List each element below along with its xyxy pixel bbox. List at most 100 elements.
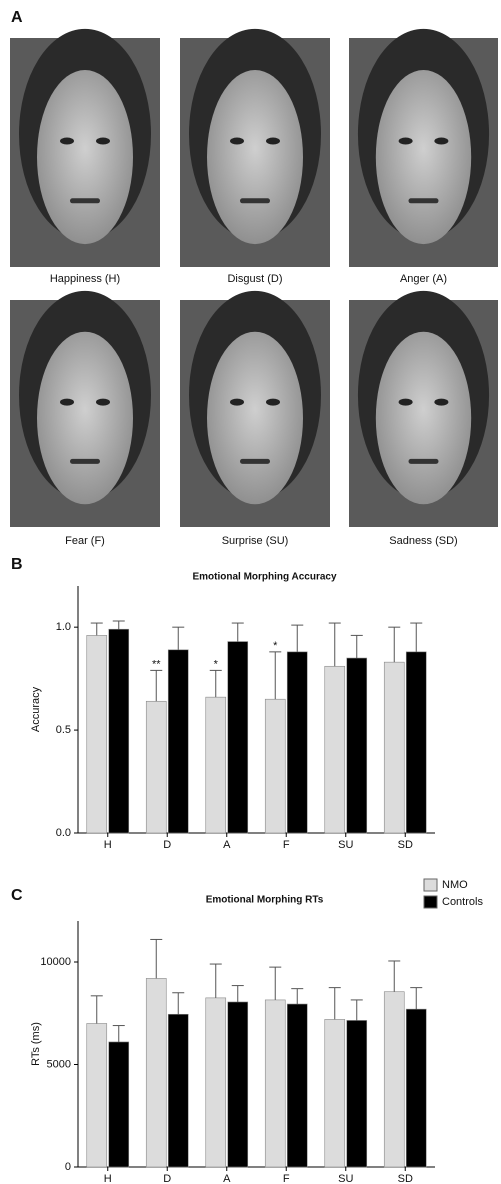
error-bar	[150, 670, 162, 701]
error-bar	[410, 988, 422, 1010]
photo-caption: Disgust (D)	[227, 273, 282, 285]
mouth	[70, 198, 100, 203]
eye	[266, 399, 280, 406]
eye	[434, 399, 448, 406]
mouth	[409, 198, 439, 203]
error-bar	[410, 623, 422, 652]
x-tick-label: A	[223, 1173, 231, 1184]
bar	[206, 998, 226, 1167]
bar	[347, 658, 367, 833]
face	[376, 70, 471, 244]
photo-caption: Fear (F)	[65, 535, 105, 547]
error-bar	[232, 986, 244, 1002]
y-tick-label: 0	[65, 1161, 71, 1173]
error-bar	[351, 635, 363, 658]
error-bar	[351, 1000, 363, 1021]
error-bar	[172, 627, 184, 650]
eye	[230, 399, 244, 406]
chart-title: Emotional Morphing Accuracy	[192, 572, 337, 583]
error-bar	[269, 652, 281, 699]
y-tick-label: 10000	[40, 956, 71, 968]
error-bar	[269, 967, 281, 1000]
error-bar	[388, 961, 400, 992]
x-tick-label: D	[163, 839, 171, 851]
mouth	[240, 198, 270, 203]
significance: **	[152, 658, 161, 670]
legend-swatch	[424, 879, 437, 891]
x-tick-label: SD	[398, 839, 413, 851]
x-tick-label: H	[104, 1173, 112, 1184]
mouth	[240, 459, 270, 464]
eye	[266, 138, 280, 145]
y-tick-label: 5000	[47, 1058, 71, 1070]
error-bar	[291, 625, 303, 652]
photo-caption: Surprise (SU)	[222, 535, 289, 547]
eye	[96, 399, 110, 406]
eye	[434, 138, 448, 145]
bar	[287, 652, 307, 833]
eye	[399, 399, 413, 406]
error-bar	[150, 939, 162, 978]
bar	[109, 1042, 129, 1167]
bar	[384, 992, 404, 1167]
legend-label: NMO	[442, 879, 468, 891]
bar	[406, 1009, 426, 1167]
bar	[87, 635, 107, 833]
error-bar	[329, 988, 341, 1020]
y-tick-label: 1.0	[56, 621, 71, 633]
panel-label: C	[11, 887, 23, 904]
bar	[347, 1020, 367, 1167]
bar	[406, 652, 426, 833]
bar	[228, 642, 248, 833]
bar	[287, 1004, 307, 1167]
eye	[96, 138, 110, 145]
panel-label: A	[11, 9, 23, 26]
bar	[228, 1002, 248, 1167]
bar	[384, 662, 404, 833]
figure: A Happiness (H)Disgust (D)Anger (A)Fear …	[0, 0, 501, 1184]
panel-label: B	[11, 556, 23, 573]
x-tick-label: H	[104, 839, 112, 851]
x-tick-label: F	[283, 839, 290, 851]
face	[37, 70, 133, 244]
bar	[146, 978, 166, 1167]
mouth	[409, 459, 439, 464]
significance: *	[273, 640, 278, 652]
eye	[399, 138, 413, 145]
chart-title: Emotional Morphing RTs	[206, 895, 324, 906]
error-bar	[232, 623, 244, 642]
bar	[168, 650, 188, 833]
error-bar	[113, 1026, 125, 1042]
error-bar	[172, 993, 184, 1015]
face	[37, 332, 133, 505]
eye	[230, 138, 244, 145]
face	[207, 332, 303, 505]
bar	[109, 629, 129, 833]
bar	[265, 1000, 285, 1167]
bar	[265, 699, 285, 833]
x-tick-label: D	[163, 1173, 171, 1184]
error-bar	[291, 989, 303, 1004]
y-axis-label: RTs (ms)	[30, 1022, 42, 1066]
bar	[325, 1019, 345, 1167]
error-bar	[210, 964, 222, 998]
legend-swatch	[424, 896, 437, 908]
y-tick-label: 0.0	[56, 827, 71, 839]
bar	[206, 697, 226, 833]
significance: *	[214, 658, 219, 670]
face	[376, 332, 471, 505]
bar	[146, 701, 166, 833]
error-bar	[388, 627, 400, 662]
error-bar	[113, 621, 125, 629]
y-tick-label: 0.5	[56, 724, 71, 736]
x-tick-label: A	[223, 839, 231, 851]
mouth	[70, 459, 100, 464]
bar	[87, 1024, 107, 1168]
x-tick-label: SU	[338, 839, 353, 851]
error-bar	[91, 996, 103, 1024]
eye	[60, 399, 74, 406]
photo-caption: Sadness (SD)	[389, 535, 457, 547]
eye	[60, 138, 74, 145]
legend-label: Controls	[442, 896, 483, 908]
photo-caption: Anger (A)	[400, 273, 447, 285]
